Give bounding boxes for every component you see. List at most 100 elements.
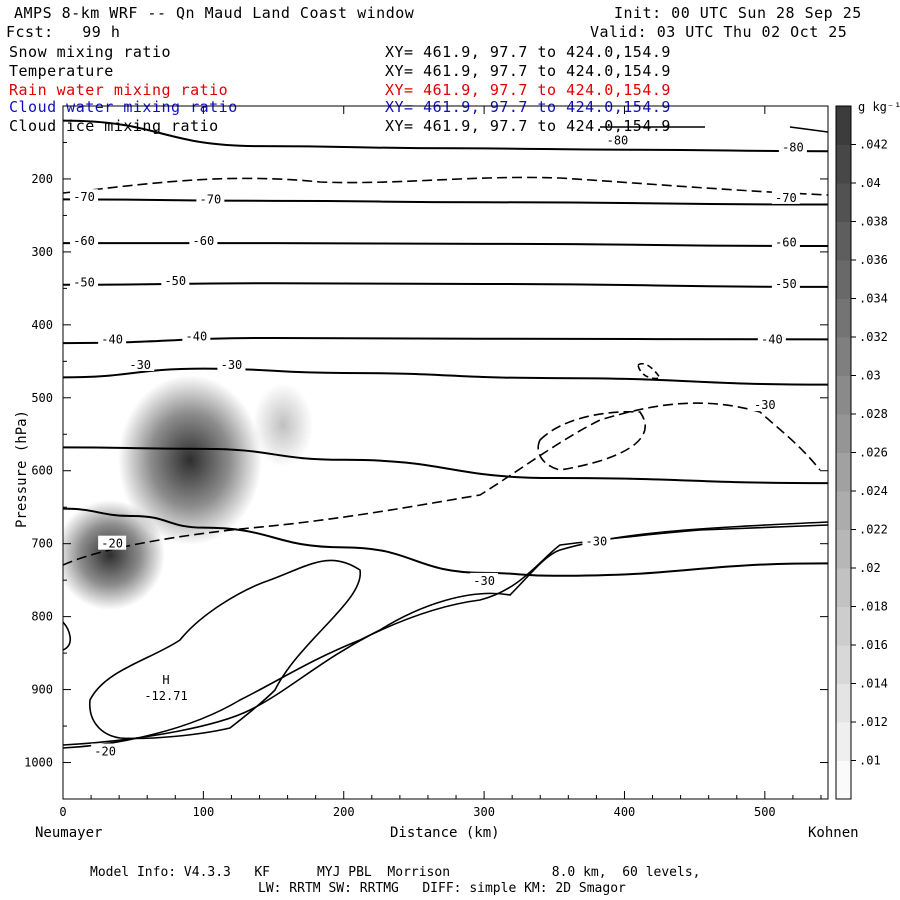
forecast-hour: Fcst: 99 h: [6, 23, 121, 41]
colorbar-swatch: [836, 760, 851, 800]
y-tick-label: 500: [31, 391, 53, 405]
colorbar-tick-label: .034: [859, 292, 888, 306]
contour-label: -60: [73, 234, 95, 248]
colorbar-swatch: [836, 144, 851, 184]
contour-top-right: [600, 126, 828, 133]
colorbar-swatch: [836, 106, 851, 145]
colorbar-swatch: [836, 260, 851, 299]
contour-label: -50: [164, 274, 186, 288]
x-tick-label: 400: [614, 805, 636, 819]
contour-label-bg: [98, 535, 127, 550]
shaded-max-1: [118, 375, 262, 545]
isotherm-60-2: [63, 242, 828, 248]
contour-label: -20: [101, 537, 123, 551]
colorbar-swatch: [836, 722, 851, 761]
contour-label-bg: [603, 132, 632, 147]
contour-label: -70: [73, 190, 95, 204]
contour-label-bg: [182, 328, 211, 343]
colorbar-tick-label: .01: [859, 754, 881, 768]
colorbar-swatch: [836, 491, 851, 530]
x-axis-title: Distance (km): [390, 825, 500, 841]
x-tick-label: 0: [59, 805, 66, 819]
y-tick-label: 600: [31, 464, 53, 478]
contour-lower-strip: [63, 524, 828, 749]
contour-label: -50: [73, 276, 95, 290]
footer-physics: LW: RRTM SW: RRTMG DIFF: simple KM: 2D S…: [258, 881, 626, 896]
colorbar-swatch: [836, 298, 851, 338]
contour-label-bg: [70, 232, 99, 247]
colorbar-swatch: [836, 452, 851, 492]
contour-label-bg: [771, 275, 800, 290]
contour-label-bg: [470, 572, 499, 587]
contour-label-bg: [189, 232, 218, 247]
contour-label: -30: [129, 358, 151, 372]
colorbar-swatch: [836, 683, 851, 723]
y-tick-label: 200: [31, 172, 53, 186]
contour-label-bg: [750, 397, 779, 412]
contour-label: -70: [200, 192, 222, 206]
colorbar-tick-label: .024: [859, 484, 888, 498]
y-tick-label: 900: [31, 683, 53, 697]
field-xy-rain: XY= 461.9, 97.7 to 424.0,154.9: [385, 81, 671, 99]
contour-label: -80: [782, 141, 804, 155]
field-label-temperature: Temperature: [9, 62, 114, 80]
dashed-contour-mid: [63, 402, 821, 566]
colorbar: .01 .012 .014 .016 .018 .02 .022 .024 .026 .028 .0…: [835, 105, 888, 800]
field-xy-cloud-ice: XY= 461.9, 97.7 to 424.0,154.9: [385, 117, 671, 135]
colorbar-swatch: [836, 221, 851, 261]
isotherm-40-4: [63, 336, 828, 345]
contour-label-bg: [196, 191, 225, 206]
colorbar-swatch: [836, 645, 851, 684]
colorbar-tick-label: .022: [859, 523, 888, 537]
colorbar-tick-label: .03: [859, 369, 881, 383]
colorbar-tick-label: .02: [859, 561, 881, 575]
shaded-max-3: [253, 383, 313, 467]
contour-label: -80: [607, 133, 629, 147]
contour-label-bg: [771, 189, 800, 204]
contour-label-bg: [126, 356, 155, 371]
dashed-contour-small: [637, 362, 662, 380]
y-tick-label: 400: [31, 318, 53, 332]
colorbar-tick-label: .018: [859, 600, 888, 614]
colorbar-swatch: [836, 568, 851, 607]
x-tick-label: 500: [754, 805, 776, 819]
dashed-contour-loop: [537, 410, 646, 471]
contour-label: -30: [586, 534, 608, 548]
contour-label: -30: [754, 398, 776, 412]
contour-label-bg: [771, 234, 800, 249]
field-xy-temperature: XY= 461.9, 97.7 to 424.0,154.9: [385, 62, 671, 80]
field-xy-cloud-water: XY= 461.9, 97.7 to 424.0,154.9: [385, 98, 671, 116]
contour-labels: -80-80-70 -70 -70-60 -60 -60-50 -50 -50-40 -40-…: [70, 132, 807, 759]
contour-label-bg: [70, 274, 99, 289]
contour-label-bg: [91, 743, 120, 758]
contour-label: -60: [775, 235, 797, 249]
colorbar-swatch: [836, 337, 851, 376]
colorbar-tick-label: .038: [859, 215, 888, 229]
contour-label: -30: [473, 574, 495, 588]
contour-label: -50: [775, 277, 797, 291]
contour-label: -40: [761, 332, 783, 346]
chart-title: AMPS 8-km WRF -- Qn Maud Land Coast wind…: [14, 4, 415, 22]
contour-label: -40: [186, 330, 208, 344]
colorbar-swatch: [836, 375, 851, 415]
colorbar-swatch: [836, 183, 851, 222]
contour-label: -60: [193, 234, 215, 248]
contour-label: -40: [101, 332, 123, 346]
field-label-rain: Rain water mixing ratio: [9, 81, 229, 99]
axis-ticks: 0 100 200 300 400 500 200 300 400 500 600 700 800 900…: [24, 106, 828, 819]
contour-label-bg: [757, 331, 786, 346]
isotherm-20-7: [63, 507, 828, 577]
contour-label-bg: [778, 139, 807, 154]
contour-label-bg: [217, 356, 246, 371]
extremum-marker: H: [162, 673, 169, 687]
extremum-value: -12.71: [144, 689, 187, 703]
footer-model-info: Model Info: V4.3.3 KF MYJ PBL Morrison 8…: [90, 865, 701, 880]
colorbar-tick-label: .042: [859, 138, 888, 152]
isotherm-30-6: [63, 446, 828, 485]
isotherm-80-0: [63, 119, 828, 153]
contour-lower-region: [89, 559, 361, 740]
contour-label-bg: [582, 533, 611, 548]
extra-contours: [63, 126, 828, 749]
colorbar-swatch: [836, 414, 851, 453]
contour-label: -30: [221, 358, 243, 372]
